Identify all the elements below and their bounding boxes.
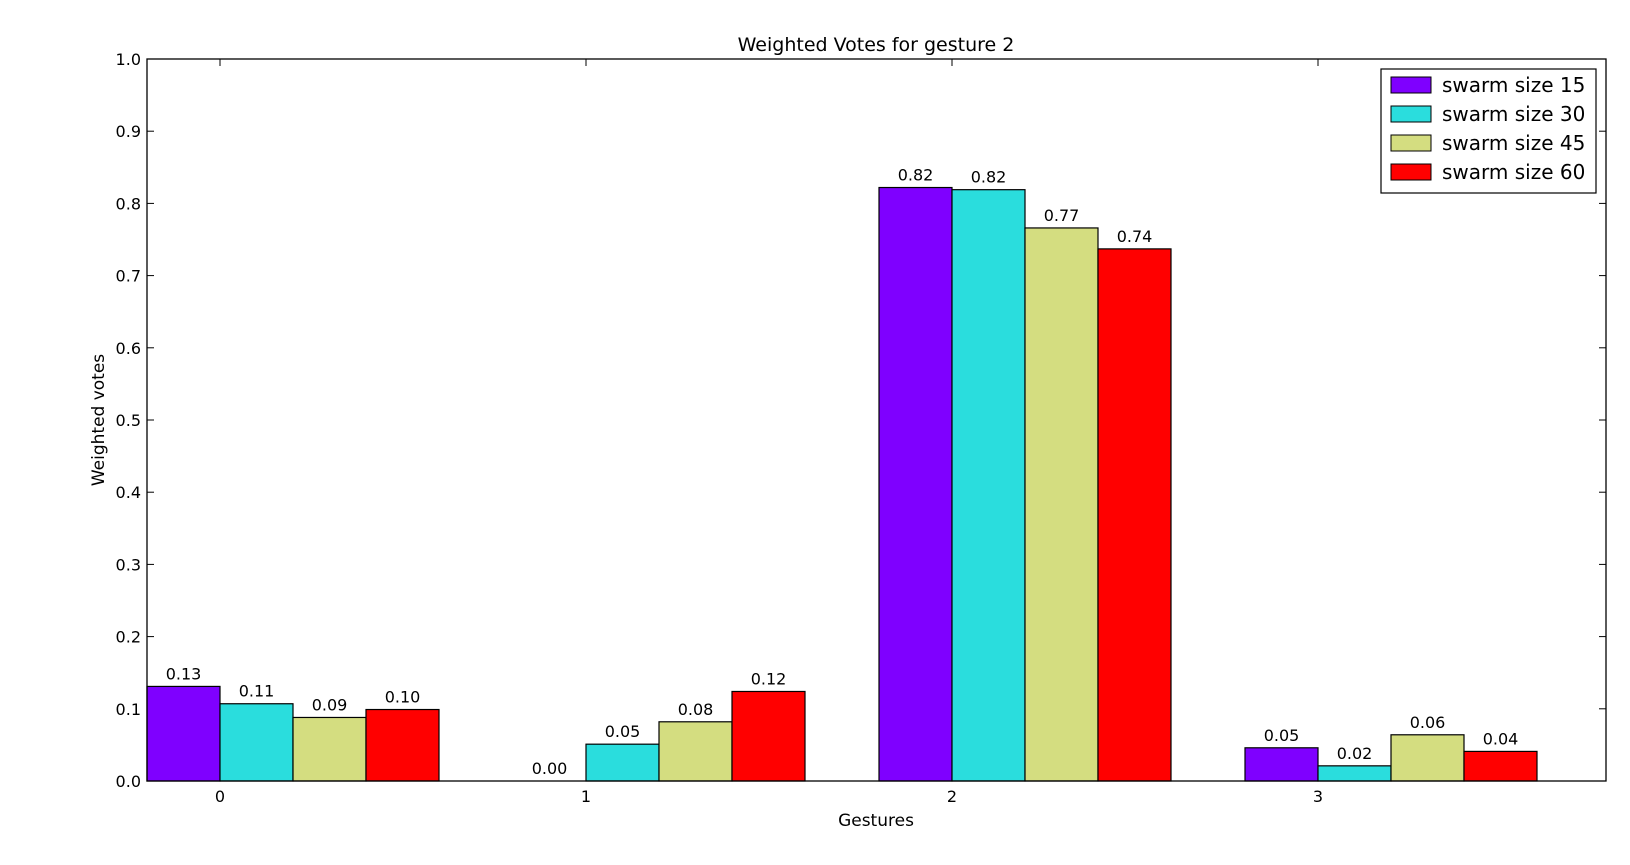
y-tick-label: 0.3 [116,555,141,574]
data-label: 0.74 [1117,227,1153,246]
bar [951,189,1026,782]
bar [1390,734,1465,782]
axis-ticks: 0.0 0.1 0.2 0.3 0.4 0.5 0.6 0.7 0.8 0.9 1.0 0 1 2 3 [116,50,1606,806]
data-label: 0.00 [532,759,568,778]
data-label: 0.05 [1264,726,1300,745]
data-label: 0.04 [1483,729,1519,748]
data-label: 0.06 [1410,713,1446,732]
y-tick-label: 0.2 [116,628,141,647]
data-label: 0.05 [605,722,641,741]
y-tick-label: 1.0 [116,50,141,69]
y-tick-label: 0.8 [116,194,141,213]
legend: swarm size 15 swarm size 30 swarm size 45 s… [1380,68,1597,194]
bar [365,708,440,782]
chart-title: Weighted Votes for gesture 2 [738,34,1015,56]
plot-frame [146,58,1607,782]
data-label: 0.10 [385,688,421,707]
bar [219,703,294,782]
bar [1244,747,1319,782]
legend-swatch [1390,134,1432,152]
bar [878,186,953,782]
bar [585,743,660,782]
bar [1024,227,1099,782]
data-label: 0.11 [239,682,275,701]
data-label: 0.08 [678,700,714,719]
bar [1317,765,1392,782]
y-tick-label: 0.7 [116,267,141,286]
data-label: 0.09 [312,695,348,714]
data-labels-group: 0.13 0.00 0.82 0.05 0.11 0.05 0.82 0.02 0.09 0.08… [166,166,1519,778]
x-tick-label: 1 [581,787,591,806]
x-axis-label: Gestures [838,811,914,831]
y-tick-label: 0.4 [116,483,141,502]
data-label: 0.77 [1044,206,1080,225]
x-tick-label: 2 [947,787,957,806]
bar [1097,248,1172,782]
bar [731,690,806,782]
y-tick-label: 0.0 [116,772,141,791]
bar [292,716,367,782]
y-tick-label: 0.5 [116,411,141,430]
legend-label: swarm size 60 [1442,160,1585,184]
data-label: 0.02 [1337,744,1373,763]
legend-swatch [1390,76,1432,94]
legend-swatch [1390,105,1432,123]
data-label: 0.82 [898,166,934,185]
bar [1463,750,1538,782]
legend-label: swarm size 45 [1442,131,1585,155]
data-label: 0.12 [751,669,787,688]
legend-label: swarm size 15 [1442,73,1585,97]
bars-group [146,186,1538,782]
x-tick-label: 0 [215,787,225,806]
x-tick-label: 3 [1313,787,1323,806]
bar [146,685,221,782]
legend-swatch [1390,163,1432,181]
legend-label: swarm size 30 [1442,102,1585,126]
y-axis-label: Weighted votes [89,354,109,486]
y-tick-label: 0.9 [116,122,141,141]
y-tick-label: 0.6 [116,339,141,358]
data-label: 0.13 [166,664,202,683]
y-tick-label: 0.1 [116,700,141,719]
data-label: 0.82 [971,168,1007,187]
bar [658,721,733,782]
